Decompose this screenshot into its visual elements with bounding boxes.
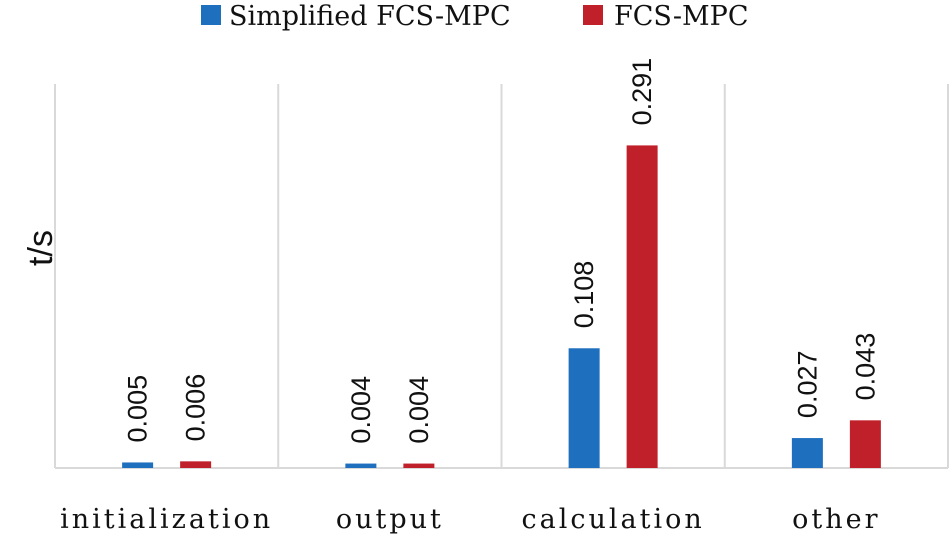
value-label-fcs-mpc-other: 0.043 (850, 333, 880, 401)
bar-simplified-fcs-mpc-initialization (122, 462, 154, 468)
value-label-fcs-mpc-output: 0.004 (404, 376, 434, 444)
legend-label-fcs-mpc: FCS-MPC (614, 1, 748, 32)
category-label-other: other (792, 504, 880, 535)
y-axis-label: t/s (22, 230, 60, 266)
legend: Simplified FCS-MPC FCS-MPC (201, 1, 748, 32)
category-label-initialization: initialization (60, 504, 273, 535)
bar-fcs-mpc-other (849, 420, 881, 468)
bar-simplified-fcs-mpc-calculation (568, 348, 600, 468)
bar-fcs-mpc-initialization (180, 461, 212, 468)
category-labels: initialization output calculation other (60, 504, 880, 535)
bar-fcs-mpc-output (403, 463, 435, 468)
value-label-simplified-fcs-mpc-calculation: 0.108 (569, 261, 599, 329)
bar-simplified-fcs-mpc-other (791, 438, 823, 468)
category-label-output: output (336, 504, 444, 535)
legend-label-simplified-fcs-mpc: Simplified FCS-MPC (229, 1, 511, 32)
category-label-calculation: calculation (522, 504, 705, 535)
value-label-fcs-mpc-initialization: 0.006 (181, 374, 211, 442)
value-labels: 0.005 0.006 0.004 0.004 0.108 0.291 0.027 0.043 (123, 58, 881, 444)
category-separators (54, 84, 949, 468)
legend-swatch-simplified-fcs-mpc (201, 5, 221, 25)
bar-fcs-mpc-calculation (626, 145, 658, 469)
value-label-simplified-fcs-mpc-other: 0.027 (792, 350, 822, 418)
value-label-simplified-fcs-mpc-initialization: 0.005 (123, 375, 153, 443)
bars (122, 145, 881, 469)
value-label-simplified-fcs-mpc-output: 0.004 (346, 376, 376, 444)
legend-swatch-fcs-mpc (583, 5, 603, 25)
value-label-fcs-mpc-calculation: 0.291 (627, 58, 657, 126)
bar-simplified-fcs-mpc-output (345, 463, 377, 468)
